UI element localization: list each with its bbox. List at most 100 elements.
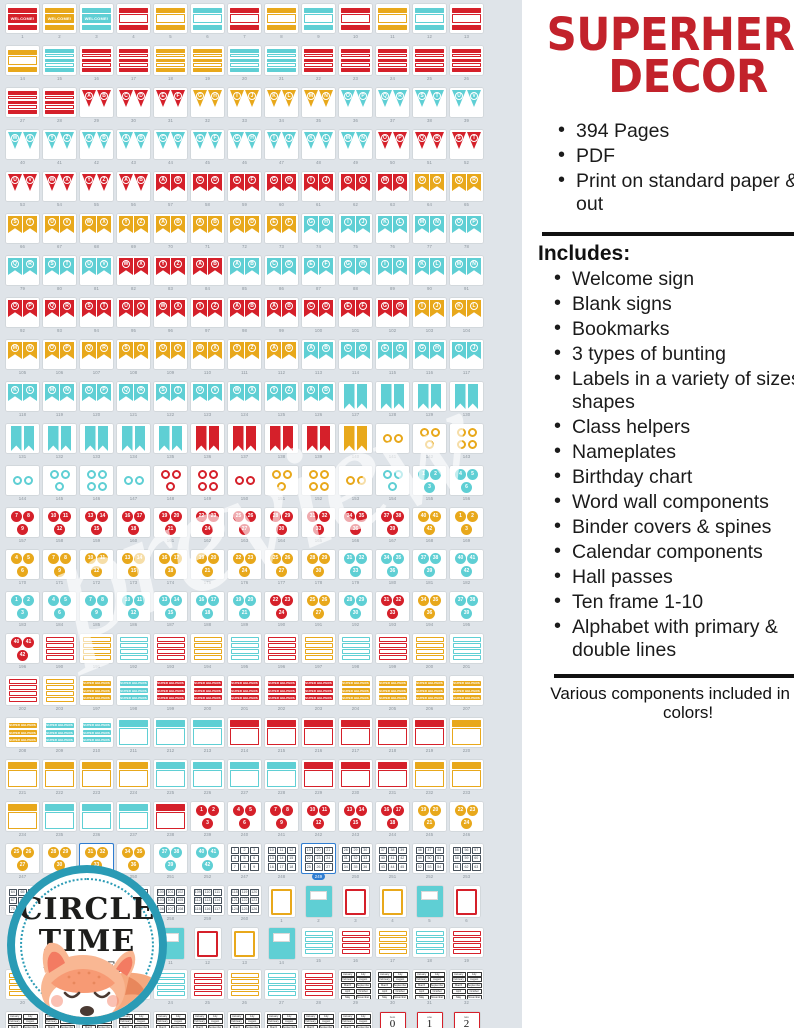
thumbnail-item[interactable]: K L 90 xyxy=(411,255,448,297)
thumbnail-item[interactable]: K L 62 xyxy=(337,171,374,213)
thumbnail-item[interactable]: A B 70 xyxy=(152,213,189,255)
thumbnail-page-image[interactable]: SUPER HELPERS SUPER HELPERS SUPER HELPERS xyxy=(191,676,224,705)
thumbnail-page-image[interactable]: 37 38 39 xyxy=(413,550,446,579)
thumbnail-page-image[interactable] xyxy=(80,802,113,831)
thumbnail-item[interactable]: G H 88 xyxy=(337,255,374,297)
thumbnail-item[interactable]: SUPER HELPERS SUPER HELPERS SUPER HELPERS 2… xyxy=(448,675,485,717)
thumbnail-item[interactable]: 227 xyxy=(226,759,263,801)
thumbnail-item[interactable]: 26 xyxy=(448,45,485,87)
thumbnail-item[interactable]: A B 99 xyxy=(263,297,300,339)
thumbnail-item[interactable]: SUPER HELPERS SUPER HELPERS SUPER HELPERS 2… xyxy=(374,675,411,717)
thumbnail-item[interactable]: K L 34 xyxy=(263,87,300,129)
thumbnail-page-image[interactable] xyxy=(265,466,298,495)
thumbnail-item[interactable]: 13 14 15 159 xyxy=(78,507,115,549)
thumbnail-page-image[interactable] xyxy=(80,424,113,453)
thumbnail-item[interactable]: JanuaryFebruaryMarchAprilMayJuneJulyAugu… xyxy=(152,1011,189,1028)
thumbnail-item[interactable]: 147 xyxy=(115,465,152,507)
thumbnail-item[interactable]: 136 xyxy=(189,423,226,465)
thumbnail-item[interactable]: A B 84 xyxy=(189,255,226,297)
thumbnail-page-image[interactable] xyxy=(339,4,372,33)
thumbnail-page-image[interactable] xyxy=(453,886,480,917)
thumbnail-page-image[interactable] xyxy=(265,46,298,75)
thumbnail-item[interactable]: SUPER HELPERS SUPER HELPERS SUPER HELPERS 2… xyxy=(411,675,448,717)
thumbnail-item[interactable]: 213 xyxy=(189,717,226,759)
thumbnail-page-image[interactable]: JanuaryFebruaryMarchAprilMayJuneJulyAugu… xyxy=(191,1012,224,1028)
thumbnail-item[interactable]: 211 xyxy=(115,717,152,759)
thumbnail-page-image[interactable]: 16 17 18 xyxy=(117,508,150,537)
thumbnail-page-image[interactable] xyxy=(191,718,224,747)
thumbnail-page-image[interactable] xyxy=(117,802,150,831)
thumbnail-page-image[interactable] xyxy=(43,46,76,75)
thumbnail-item[interactable]: 16 17 18 160 xyxy=(115,507,152,549)
thumbnail-item[interactable]: JanuaryFebruaryMarchAprilMayJuneJulyAugu… xyxy=(337,1011,374,1028)
thumbnail-item[interactable]: 37 38 39 40 41 42 43 44 45 251 xyxy=(374,843,411,885)
thumbnail-item[interactable]: 7 xyxy=(226,3,263,45)
thumbnail-item[interactable]: 22 23 24 162 xyxy=(189,507,226,549)
thumbnail-item[interactable]: 100 101 102 103 104 105 106 107 108 258 xyxy=(152,885,189,927)
thumbnail-item[interactable]: 3 xyxy=(337,885,374,927)
thumbnail-page-image[interactable] xyxy=(339,424,372,453)
thumbnail-item[interactable]: 6 xyxy=(189,3,226,45)
thumbnail-item[interactable]: E F 115 xyxy=(374,339,411,381)
thumbnail-item[interactable]: 40 41 42 196 xyxy=(4,633,41,675)
thumbnail-item[interactable]: 201 xyxy=(448,633,485,675)
thumbnail-item[interactable]: 10 11 12 172 xyxy=(78,549,115,591)
thumbnail-item[interactable]: 25 26 27 177 xyxy=(263,549,300,591)
thumbnail-page-image[interactable] xyxy=(43,634,76,663)
thumbnail-item[interactable]: A B 71 xyxy=(189,213,226,255)
thumbnail-item[interactable]: JanuaryFebruaryMarchAprilMayJuneJulyAugu… xyxy=(263,1011,300,1028)
thumbnail-page-image[interactable] xyxy=(379,886,406,917)
thumbnail-page-image[interactable]: 25 26 27 xyxy=(228,508,261,537)
thumbnail-item[interactable]: 22 23 24 176 xyxy=(226,549,263,591)
thumbnail-item[interactable]: 203 xyxy=(41,675,78,717)
thumbnail-item[interactable]: 7 8 9 185 xyxy=(78,591,115,633)
thumbnail-item[interactable]: G H 32 xyxy=(189,87,226,129)
thumbnail-item[interactable]: 10 11 12 158 xyxy=(41,507,78,549)
thumbnail-page-image[interactable]: SUPER HELPERS SUPER HELPERS SUPER HELPERS xyxy=(80,676,113,705)
thumbnail-item[interactable]: E F 87 xyxy=(300,255,337,297)
thumbnail-page-image[interactable] xyxy=(413,382,446,411)
thumbnail-page-image[interactable] xyxy=(413,634,446,663)
thumbnail-page-image[interactable] xyxy=(376,466,409,495)
thumbnail-page-image[interactable] xyxy=(154,718,187,747)
thumbnail-page-image[interactable] xyxy=(154,466,187,495)
thumbnail-item[interactable]: 152 xyxy=(300,465,337,507)
thumbnail-item[interactable]: 223 xyxy=(78,759,115,801)
thumbnail-item[interactable]: S T 122 xyxy=(152,381,189,423)
thumbnail-item[interactable]: A B 113 xyxy=(300,339,337,381)
thumbnail-item[interactable]: 229 xyxy=(300,759,337,801)
thumbnail-page-image[interactable]: JanuaryFebruaryMarchAprilMayJuneJulyAugu… xyxy=(228,1012,261,1028)
thumbnail-page-image[interactable]: JanuaryFebruaryMarchAprilMayJuneJulyAugu… xyxy=(265,1012,298,1028)
thumbnail-item[interactable]: 40 41 42 168 xyxy=(411,507,448,549)
thumbnail-item[interactable]: 134 xyxy=(115,423,152,465)
thumbnail-item[interactable]: U V 53 xyxy=(4,171,41,213)
thumbnail-item[interactable]: W X 124 xyxy=(226,381,263,423)
thumbnail-item[interactable]: 25 26 27 191 xyxy=(300,591,337,633)
thumbnail-item[interactable]: 195 xyxy=(226,633,263,675)
thumbnail-page-image[interactable] xyxy=(376,928,409,957)
thumbnail-page-image[interactable] xyxy=(80,760,113,789)
thumbnail-item[interactable]: A B 56 xyxy=(115,171,152,213)
thumbnail-item[interactable]: 13 14 15 173 xyxy=(115,549,152,591)
thumbnail-item[interactable]: 28 29 30 178 xyxy=(300,549,337,591)
thumbnail-item[interactable]: 2 xyxy=(300,885,337,927)
thumbnail-page-image[interactable] xyxy=(117,760,150,789)
thumbnail-item[interactable]: 22 23 24 190 xyxy=(263,591,300,633)
thumbnail-page-image[interactable]: 118 119 120 121 122 123 124 125 126 xyxy=(228,886,261,915)
thumbnail-page-image[interactable] xyxy=(117,718,150,747)
